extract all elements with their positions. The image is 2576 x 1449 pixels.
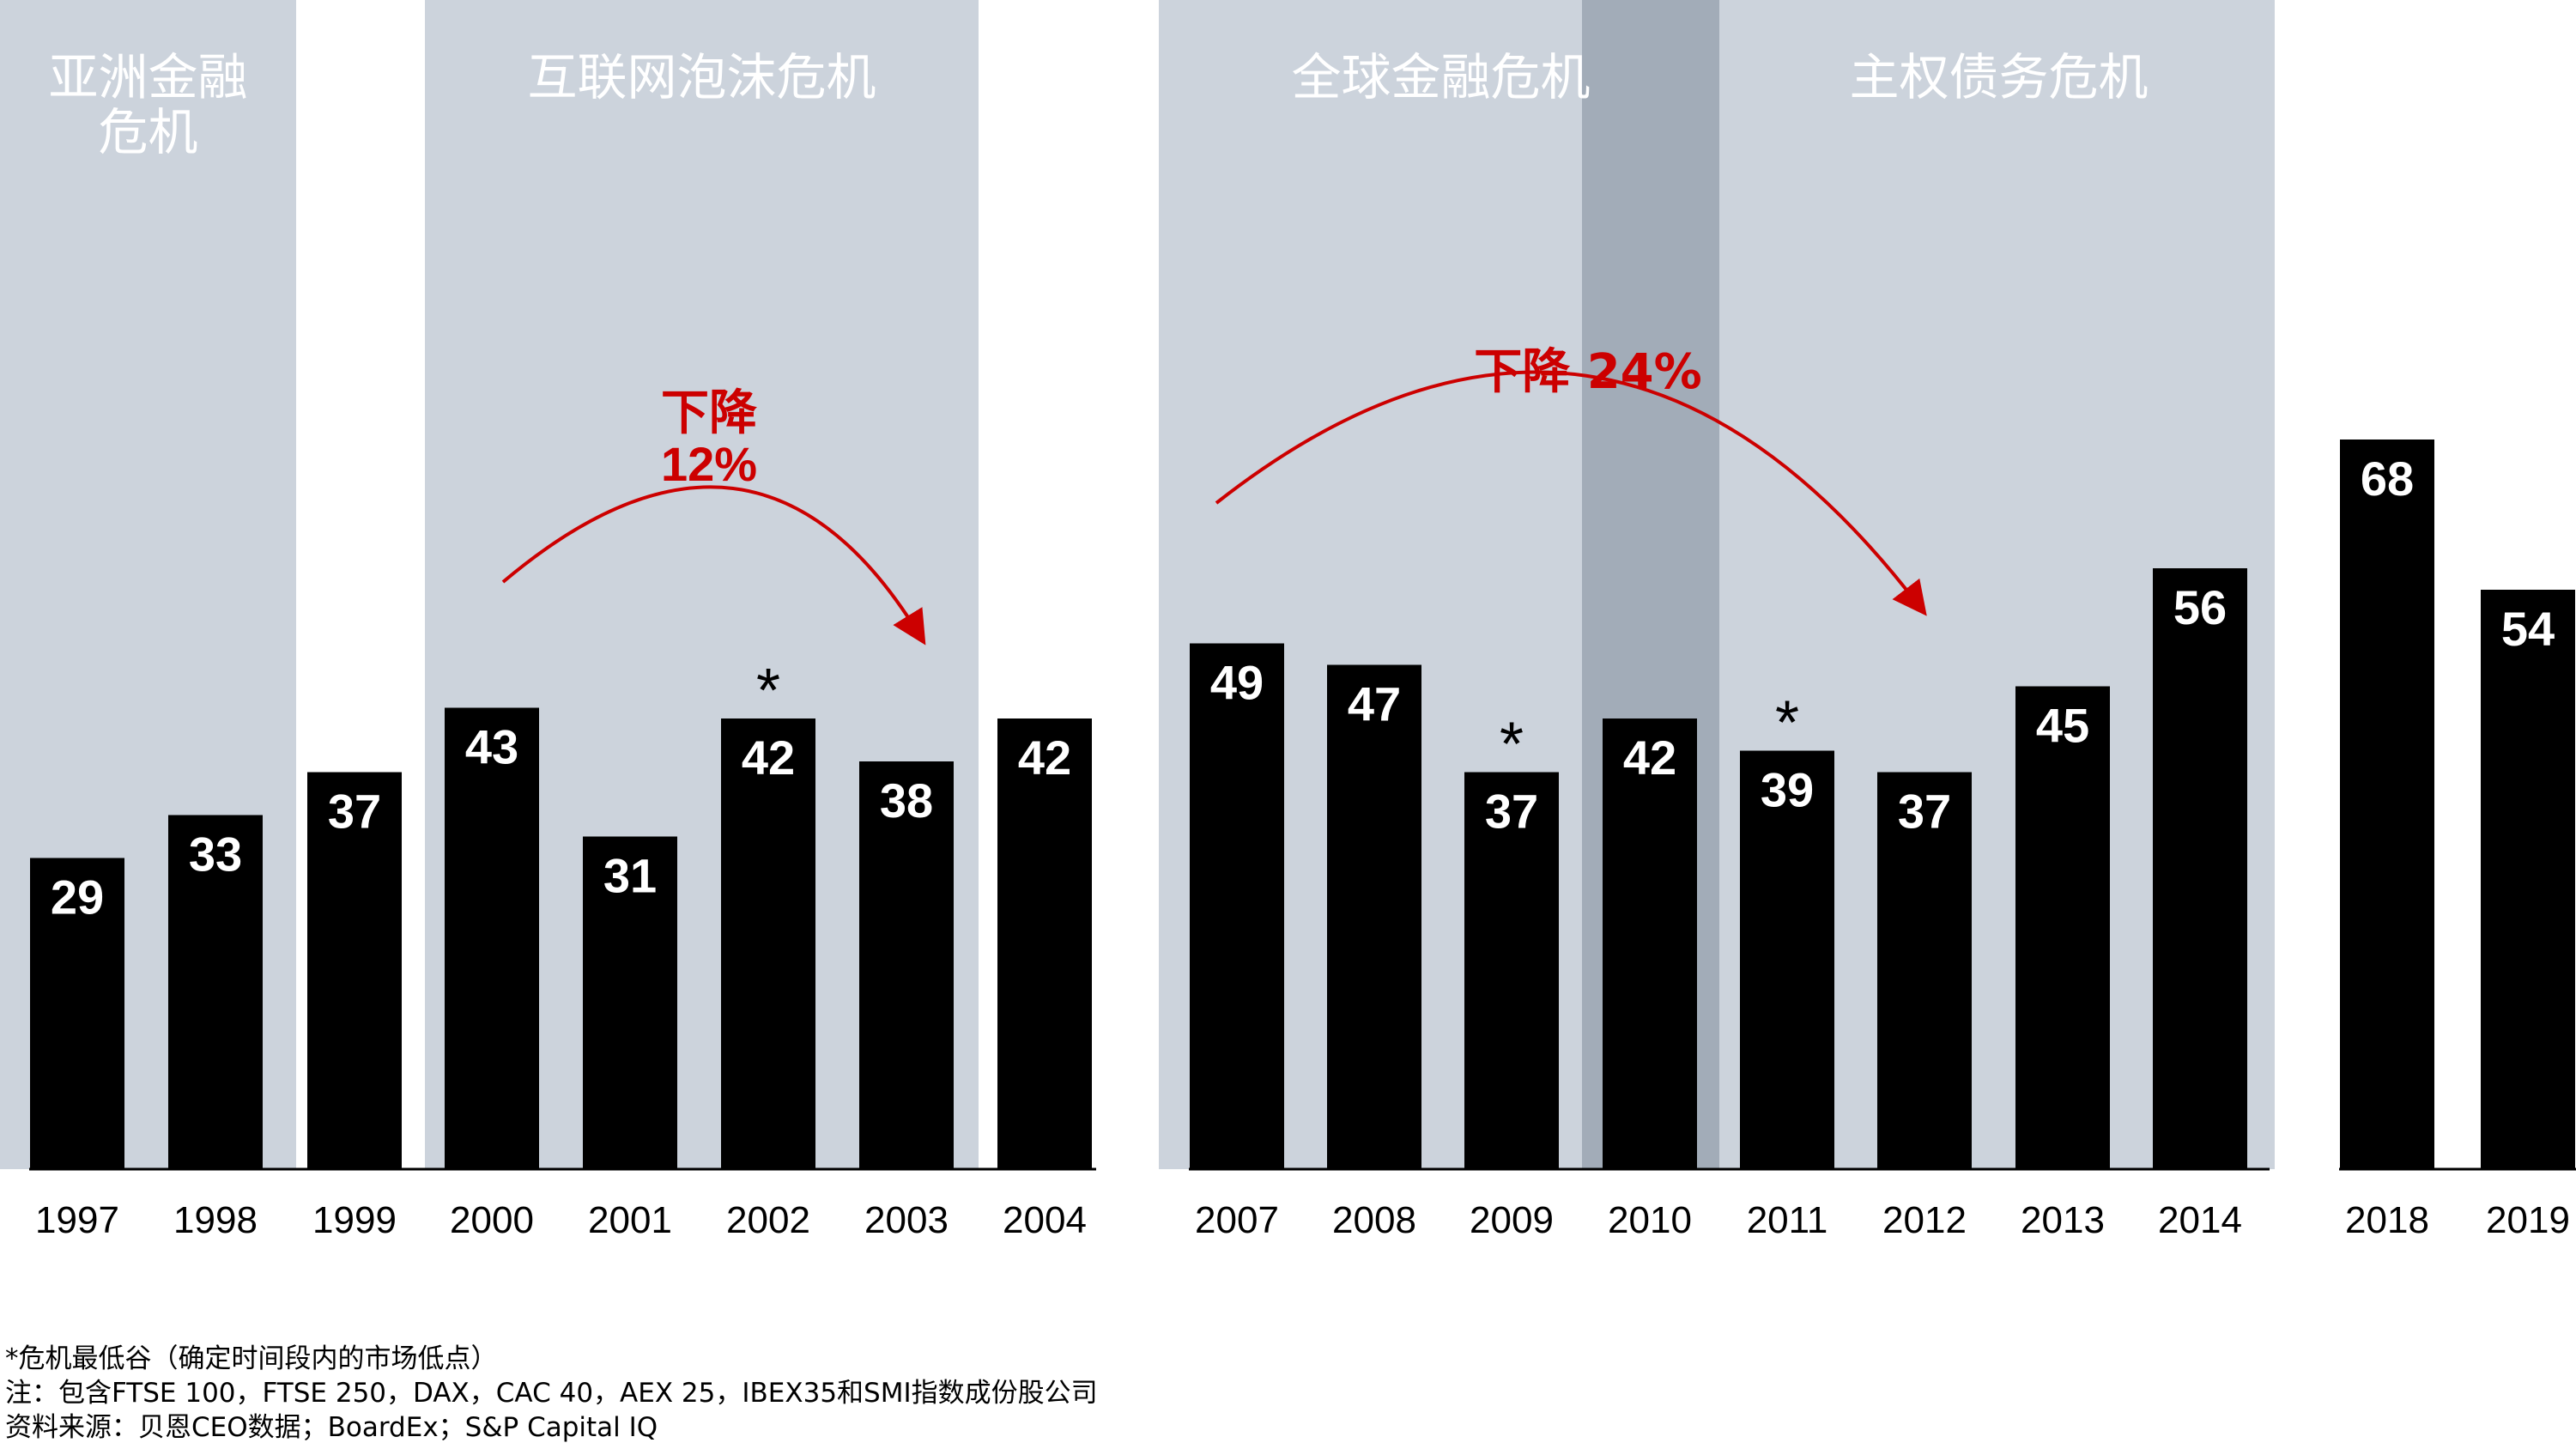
crisis-label-2: 互联网泡沫危机 [527,48,876,106]
bar-2004 [997,718,1092,1169]
value-label-2007: 49 [1210,656,1264,710]
bar-2010 [1603,718,1697,1169]
bar-2019 [2481,590,2575,1169]
footnotes: *危机最低谷（确定时间段内的市场低点） 注：包含FTSE 100，FTSE 25… [5,1342,1098,1445]
year-label-2010: 2010 [1608,1199,1692,1241]
bar-1998 [168,815,263,1169]
trough-marker-2011: * [1775,689,1799,758]
decline-arrow-1 [501,485,926,646]
value-label-2010: 42 [1623,731,1676,785]
decline-arrow-2 [1215,370,1927,616]
bar-2012 [1877,772,1972,1169]
year-label-2019: 2019 [2486,1199,2570,1241]
bar-2003 [859,761,954,1169]
value-label-2002: 42 [742,731,795,785]
value-label-2018: 68 [2361,452,2414,506]
footnote-note: 注：包含FTSE 100，FTSE 250，DAX，CAC 40，AEX 25，… [5,1378,1098,1409]
value-label-2014: 56 [2173,580,2227,634]
value-label-2001: 31 [603,849,657,903]
year-label-1998: 1998 [173,1199,258,1241]
year-label-2009: 2009 [1470,1199,1554,1241]
footnote-source: 资料来源：贝恩CEO数据；BoardEx；S&P Capital IQ [5,1412,658,1443]
decline-label-1-line1: 下降 [661,385,757,441]
bar-1999 [307,772,402,1169]
trough-marker-2002: * [756,657,780,725]
bar-2007 [1190,643,1284,1169]
value-label-1999: 37 [328,785,381,839]
year-label-2008: 2008 [1332,1199,1416,1241]
value-label-1997: 29 [51,870,104,925]
bar-1997 [30,858,124,1169]
footnote-trough: *危机最低谷（确定时间段内的市场低点） [5,1343,498,1374]
year-label-2011: 2011 [1747,1199,1828,1241]
bar-2002 [721,718,815,1169]
year-label-1997: 1997 [35,1199,119,1241]
year-label-2014: 2014 [2158,1199,2242,1241]
bar-2014 [2153,568,2247,1169]
decline-label-1-line2: 12% [661,437,757,491]
bar-chart: 亚洲金融危机 互联网泡沫危机 全球金融危机 主权债务危机 29 1997 33 1998 37… [0,0,2576,1241]
value-label-2013: 45 [2036,699,2089,753]
value-label-1998: 33 [189,828,242,882]
value-label-2009: 37 [1485,785,1538,839]
year-label-2001: 2001 [588,1199,672,1241]
crisis-label-3: 全球金融危机 [1291,48,1590,106]
bar-2018 [2340,440,2434,1169]
trough-marker-2009: * [1500,711,1524,779]
crisis-label-1: 亚洲金融危机 [48,48,247,161]
year-label-2002: 2002 [726,1199,810,1241]
decline-label-2: 下降 24% [1474,344,1702,400]
value-label-2000: 43 [465,720,518,774]
year-label-2003: 2003 [864,1199,949,1241]
value-label-2003: 38 [880,773,933,828]
bar-2009 [1464,772,1559,1169]
year-label-2000: 2000 [450,1199,534,1241]
bar-2011 [1740,750,1834,1169]
year-label-2012: 2012 [1882,1199,1967,1241]
year-label-2013: 2013 [2021,1199,2105,1241]
year-label-2007: 2007 [1195,1199,1279,1241]
bar-2013 [2015,686,2110,1169]
value-label-2012: 37 [1898,785,1951,839]
value-label-2011: 39 [1761,763,1814,817]
value-label-2008: 47 [1348,677,1401,731]
bar-2000 [445,707,539,1169]
year-label-1999: 1999 [312,1199,397,1241]
year-label-2018: 2018 [2345,1199,2429,1241]
year-label-2004: 2004 [1003,1199,1087,1241]
bar-2008 [1327,664,1421,1169]
crisis-label-4: 主权债务危机 [1849,48,2148,106]
value-label-2019: 54 [2501,602,2555,656]
bar-2001 [583,836,677,1169]
value-label-2004: 42 [1018,731,1071,785]
